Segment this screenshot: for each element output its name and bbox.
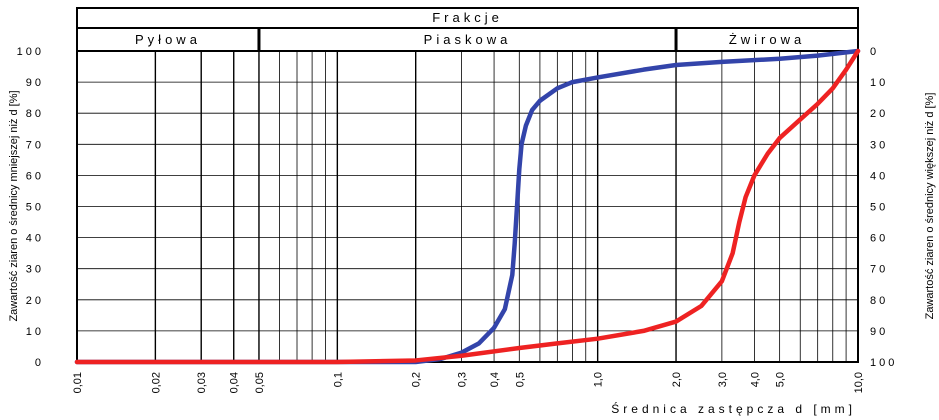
x-tick-label: 0,01 [72,372,84,393]
x-tick-label: 5,0 [775,372,787,387]
fraction-label: Żwirowa [729,32,805,47]
y-axis-title: Zawartość ziaren o średnicy mniejszej ni… [8,90,20,321]
y2-axis-title: Zawartość ziaren o średnicy większej niż… [924,93,936,320]
x-tick-label: 0,5 [514,372,526,387]
finer-fraction-curve [74,48,861,365]
y2-tick-label: 30 [870,139,888,151]
plot-frame [76,50,859,363]
y-tick-label: 60 [26,170,44,182]
x-tick-label: 0,1 [332,372,344,387]
x-tick-label: 1,0 [593,372,605,387]
x-axis: 0,01 0,02 0,03 0,04 0,05 0,1 0,2 0,3 0,4 0,5 1,0 2,… [72,372,865,393]
x-tick-label: 0,2 [411,372,423,387]
y-tick-label: 100 [17,46,44,58]
x-axis-title: Średnica zastępcza d [mm] [611,401,856,416]
coarser-fraction-curve [74,48,861,365]
x-tick-label: 0,05 [254,372,266,393]
y2-tick-label: 80 [870,295,888,307]
fractions-header: Frakcje Pyłowa Piaskowa Żwirowa [76,7,859,52]
header-title: Frakcje [432,10,503,25]
grid-layer [76,50,859,363]
series-layer [74,48,861,365]
x-tick-label: 0,4 [489,372,501,387]
fraction-label: Piaskowa [424,32,512,47]
y2-tick-label: 10 [870,77,888,89]
x-tick-label: 3,0 [717,372,729,387]
y2-tick-label: 0 [870,46,879,58]
y-tick-label: 80 [26,108,44,120]
y2-tick-label: 60 [870,233,888,245]
x-tick-label: 4,0 [749,372,761,387]
y-tick-label: 30 [26,264,44,276]
axis-titles: Zawartość ziaren o średnicy mniejszej ni… [8,90,936,416]
y2-tick-label: 50 [870,202,888,214]
x-tick-label: 0,3 [457,372,469,387]
y2-tick-label: 100 [870,357,897,369]
y-tick-label: 40 [26,233,44,245]
plot-border [76,50,859,363]
y-tick-label: 90 [26,77,44,89]
left-y-axis: 0 10 20 30 40 50 60 70 80 90 100 [17,46,44,369]
y2-tick-label: 40 [870,170,888,182]
y2-tick-label: 70 [870,264,888,276]
x-tick-label: 0,04 [229,372,241,393]
y-tick-label: 50 [26,202,44,214]
fraction-label: Pyłowa [135,32,201,47]
x-tick-label: 0,03 [196,372,208,393]
x-tick-label: 0,02 [150,372,162,393]
y-tick-label: 0 [35,357,44,369]
y2-tick-label: 20 [870,108,888,120]
y-tick-label: 20 [26,295,44,307]
x-tick-label: 10,0 [853,372,865,393]
y-tick-label: 10 [26,326,44,338]
y-tick-label: 70 [26,139,44,151]
y2-tick-label: 90 [870,326,888,338]
x-tick-label: 2,0 [671,372,683,387]
